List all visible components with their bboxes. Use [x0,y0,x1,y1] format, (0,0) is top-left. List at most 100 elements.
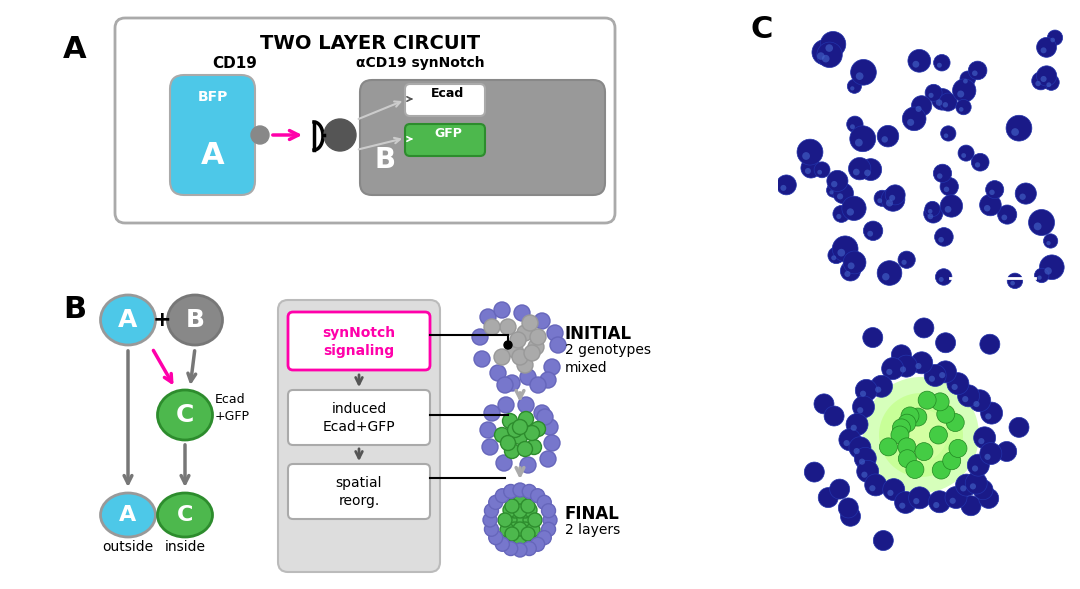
Circle shape [874,531,893,551]
Circle shape [837,193,843,200]
Circle shape [812,39,837,65]
Circle shape [875,386,881,393]
Circle shape [513,504,527,518]
Circle shape [518,412,534,426]
Circle shape [916,363,921,369]
Circle shape [1040,76,1047,82]
Circle shape [891,426,909,444]
Circle shape [530,377,546,393]
Circle shape [877,125,899,147]
Circle shape [1015,183,1037,204]
Text: C: C [751,15,773,44]
Circle shape [537,531,551,545]
Circle shape [829,479,850,499]
Circle shape [496,489,510,503]
Ellipse shape [100,295,156,345]
Circle shape [972,71,977,76]
Circle shape [474,351,490,367]
Circle shape [500,435,515,451]
Circle shape [974,427,996,449]
Circle shape [1037,66,1056,86]
Circle shape [924,365,946,386]
Circle shape [837,249,846,257]
Circle shape [485,522,499,536]
Circle shape [503,541,517,555]
Circle shape [496,537,510,551]
Circle shape [825,44,833,52]
Circle shape [521,499,535,513]
Text: induced
Ecad+GFP: induced Ecad+GFP [323,402,395,434]
FancyBboxPatch shape [288,312,430,370]
Circle shape [525,425,540,441]
Text: A: A [64,35,86,64]
Circle shape [845,271,850,277]
Circle shape [849,157,870,180]
FancyBboxPatch shape [405,84,485,116]
Circle shape [534,313,550,329]
Circle shape [966,472,987,494]
Circle shape [855,379,877,402]
Circle shape [519,457,536,473]
Circle shape [523,541,537,555]
Circle shape [897,438,916,456]
Circle shape [998,205,1016,224]
Circle shape [544,359,561,375]
Circle shape [882,273,890,280]
Circle shape [517,325,534,341]
Circle shape [909,408,927,426]
Circle shape [978,488,999,508]
Circle shape [860,391,866,397]
Circle shape [867,231,873,237]
Circle shape [985,454,990,460]
Circle shape [824,406,845,426]
Circle shape [848,263,854,269]
Circle shape [932,461,950,479]
Circle shape [541,522,555,536]
FancyBboxPatch shape [360,80,605,195]
Circle shape [928,209,932,214]
Circle shape [1043,234,1057,248]
Circle shape [546,325,563,341]
Circle shape [527,439,541,455]
Circle shape [494,349,510,365]
Circle shape [544,435,561,451]
Circle shape [832,181,837,187]
Circle shape [490,365,507,381]
Circle shape [513,531,527,545]
Circle shape [814,394,834,414]
Circle shape [507,342,523,358]
Circle shape [818,170,822,174]
Circle shape [513,495,527,509]
Ellipse shape [158,390,213,440]
Circle shape [851,59,876,85]
Circle shape [972,465,978,472]
Circle shape [886,185,905,205]
Circle shape [840,507,861,527]
Circle shape [980,334,1000,354]
Circle shape [863,327,882,348]
Circle shape [939,93,957,111]
Circle shape [879,393,963,477]
Circle shape [508,504,522,518]
Circle shape [498,513,512,527]
Circle shape [514,305,530,321]
Circle shape [841,196,866,220]
Text: 2 layers: 2 layers [565,523,620,537]
Ellipse shape [167,295,222,345]
Circle shape [849,437,870,459]
Circle shape [540,372,556,388]
Circle shape [505,499,519,513]
Circle shape [1001,214,1008,220]
Text: A: A [120,505,137,525]
Circle shape [933,164,951,183]
Circle shape [934,227,954,246]
Circle shape [897,414,916,432]
Text: αCD19 synNotch: αCD19 synNotch [355,56,484,70]
Circle shape [843,251,866,274]
Circle shape [517,357,534,373]
Text: 1 hr: 1 hr [786,260,826,278]
Circle shape [973,401,980,407]
Circle shape [530,329,546,345]
Circle shape [960,485,967,491]
Circle shape [984,205,990,211]
